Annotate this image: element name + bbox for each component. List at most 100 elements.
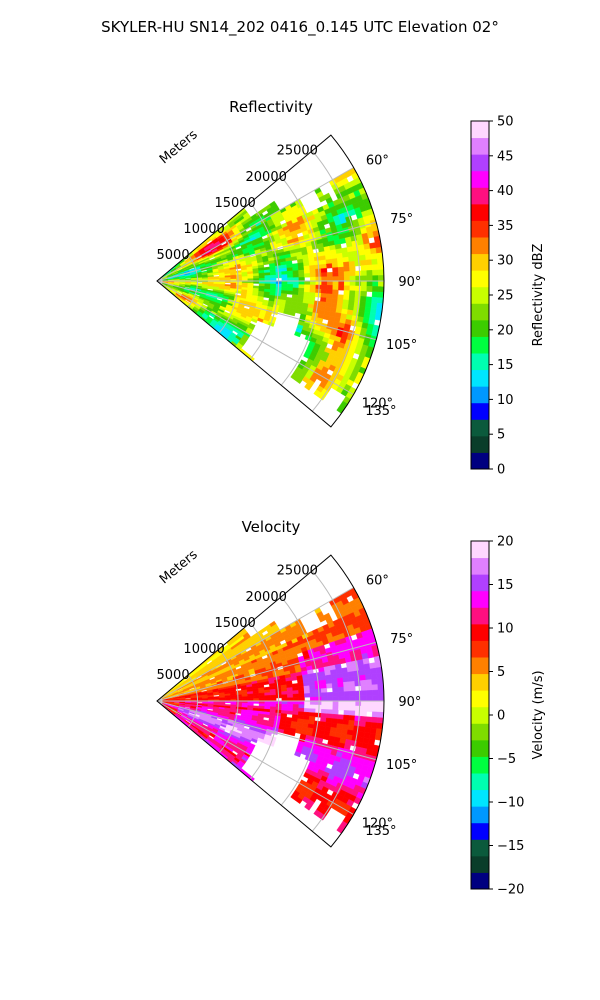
- radar-cell: [365, 296, 373, 303]
- radar-cell: [337, 682, 344, 688]
- colorbar-swatch: [471, 557, 489, 575]
- radar-cell: [253, 275, 260, 279]
- radar-cell: [253, 695, 260, 699]
- radar-cell: [338, 285, 345, 291]
- radar-cell: [270, 694, 277, 699]
- azimuth-tick-label: 75°: [390, 212, 413, 227]
- radar-cell: [290, 676, 298, 681]
- radar-cell: [320, 708, 328, 714]
- radar-cell: [258, 272, 265, 277]
- colorbar-swatch: [471, 789, 489, 807]
- radar-cell: [365, 673, 372, 681]
- colorbar-swatch: [471, 203, 489, 221]
- colorbar-swatch: [471, 270, 489, 288]
- radar-cell: [343, 290, 350, 296]
- radar-cell: [360, 685, 367, 692]
- colorbar-swatch: [471, 590, 489, 608]
- radar-cell: [294, 331, 302, 338]
- radar-cell: [360, 290, 367, 297]
- radar-cell: [332, 709, 339, 715]
- radar-cell: [365, 721, 372, 729]
- radar-cell: [371, 716, 378, 724]
- colorbar-tick-label: 20: [497, 323, 514, 338]
- radar-cell: [358, 669, 366, 676]
- radar-cell: [372, 695, 379, 702]
- radar-cell: [354, 680, 361, 687]
- radar-cell: [332, 271, 339, 277]
- range-tick-label: 5000: [157, 668, 190, 683]
- radar-cell: [322, 314, 330, 321]
- radar-cell: [377, 297, 384, 304]
- radar-cell: [338, 271, 345, 277]
- radar-cell: [326, 700, 334, 706]
- radar-cell: [287, 277, 294, 282]
- radar-cell: [288, 311, 296, 317]
- radar-cell: [331, 682, 339, 689]
- radar-cell: [321, 700, 328, 706]
- radar-cell: [332, 687, 339, 693]
- radar-cell: [347, 251, 355, 258]
- azimuth-tick-label: 135°: [365, 404, 396, 419]
- radar-cell: [353, 720, 361, 727]
- range-tick-label: 10000: [183, 222, 224, 237]
- radar-cell: [353, 300, 361, 307]
- radar-cell: [304, 704, 311, 709]
- colorbar-label: Velocity (m/s): [531, 670, 546, 759]
- radar-cell: [270, 283, 277, 288]
- radar-cell: [365, 716, 373, 723]
- radar-cell: [321, 272, 328, 278]
- radar-cell: [303, 708, 311, 713]
- radar-cell: [326, 289, 333, 295]
- radar-cell: [364, 306, 372, 314]
- radar-cell: [264, 692, 271, 696]
- radar-cell: [377, 291, 384, 299]
- radar-cell: [304, 693, 311, 698]
- radar-cell: [360, 270, 368, 277]
- range-tick-label: 20000: [246, 590, 287, 605]
- colorbar-swatch: [471, 623, 489, 641]
- radar-cell: [331, 713, 339, 720]
- radar-cell: [371, 264, 379, 271]
- radar-cell: [286, 290, 294, 295]
- radar-cell: [370, 247, 377, 255]
- radar-cell: [353, 250, 360, 257]
- radar-cell: [303, 689, 311, 694]
- radar-cell: [325, 258, 333, 265]
- radar-cell: [287, 280, 294, 285]
- colorbar-tick-label: 10: [497, 393, 514, 408]
- radar-cell: [341, 672, 349, 678]
- radar-cell: [326, 696, 334, 702]
- radar-cell: [349, 695, 356, 702]
- radar-cell: [343, 681, 350, 688]
- colorbar-swatch: [471, 187, 489, 205]
- colorbar-tick-label: −15: [497, 839, 524, 854]
- radar-cell: [336, 257, 344, 264]
- colorbar-tick-label: 0: [497, 463, 505, 478]
- colorbar-swatch: [471, 690, 489, 708]
- radar-cell: [320, 259, 327, 265]
- colorbar-swatch: [471, 640, 489, 658]
- azimuth-tick-label: 90°: [398, 275, 421, 290]
- radar-cell: [297, 266, 305, 271]
- radar-cell: [366, 690, 373, 696]
- radar-cell: [377, 263, 384, 271]
- radar-cell: [281, 283, 288, 288]
- radar-cell: [343, 285, 351, 291]
- radar-cell: [286, 267, 294, 272]
- radar-cell: [360, 259, 367, 266]
- radar-cell: [360, 265, 367, 272]
- radar-cell: [294, 376, 303, 384]
- radar-cell: [343, 294, 350, 301]
- radar-cell: [354, 290, 362, 297]
- radar-cell: [309, 272, 317, 278]
- radar-cell: [336, 672, 344, 679]
- colorbar-swatch: [471, 319, 489, 337]
- colorbar-swatch: [471, 452, 489, 470]
- radar-cell: [320, 688, 328, 694]
- radar-cell: [331, 262, 339, 269]
- radar-cell: [303, 265, 311, 271]
- radar-cell: [364, 248, 372, 256]
- radar-cell: [349, 690, 356, 697]
- colorbar-swatch: [471, 336, 489, 354]
